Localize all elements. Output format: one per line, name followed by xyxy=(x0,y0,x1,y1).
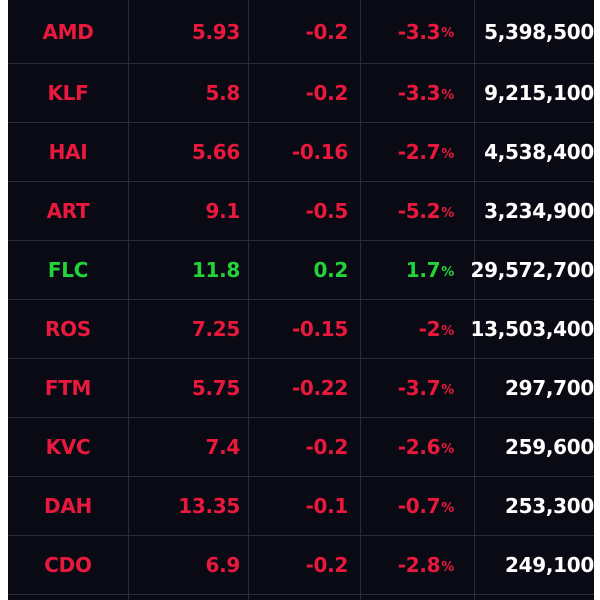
percent-value: 1.7 xyxy=(405,258,441,282)
column-divider xyxy=(474,0,475,600)
stock-symbol[interactable]: ROS xyxy=(45,317,91,341)
percent-sign: % xyxy=(441,205,454,221)
percent-sign: % xyxy=(441,264,454,280)
percent-sign: % xyxy=(441,146,454,162)
percent-value: -2.6 xyxy=(397,435,441,459)
percent-value: -3.7 xyxy=(397,376,441,400)
stock-price: 5.66 xyxy=(191,140,240,164)
trade-volume: 29,572,700 xyxy=(470,258,594,282)
price-change: -0.2 xyxy=(305,19,348,44)
percent-sign: % xyxy=(441,87,454,103)
stock-row[interactable]: ART 9.1 -0.5 -5.2% 3,234,900 xyxy=(8,182,594,241)
stock-price: 5.93 xyxy=(191,19,240,44)
percent-sign: % xyxy=(441,323,454,339)
stock-price: 5.8 xyxy=(205,81,240,105)
stock-symbol[interactable]: CDO xyxy=(44,553,92,577)
price-change: 0.2 xyxy=(313,258,348,282)
percent-change: -3.7% xyxy=(348,359,455,417)
trade-volume: 253,300 xyxy=(505,494,594,518)
percent-value: -5.2 xyxy=(397,199,441,223)
trade-volume: 297,700 xyxy=(505,376,594,400)
stock-row[interactable]: CDO 6.9 -0.2 -2.8% 249,100 xyxy=(8,536,594,595)
trade-volume: 3,234,900 xyxy=(484,199,594,223)
percent-sign: % xyxy=(441,382,454,398)
percent-value: -3.3 xyxy=(397,81,441,105)
price-change: -0.22 xyxy=(291,376,348,400)
stock-symbol[interactable]: ART xyxy=(46,199,90,223)
percent-sign: % xyxy=(441,441,454,457)
stock-price: 13.35 xyxy=(178,494,240,518)
stock-row[interactable]: AMD 5.93 -0.2 -3.3% 5,398,500 xyxy=(8,0,594,64)
trade-volume: 259,600 xyxy=(505,435,594,459)
price-change: -0.2 xyxy=(305,435,348,459)
stock-price: 5.75 xyxy=(191,376,240,400)
trade-volume: 4,538,400 xyxy=(484,140,594,164)
stock-list: AMD 5.93 -0.2 -3.3% 5,398,500 KLF 5.8 -0.2 -3.3%… xyxy=(8,0,594,595)
percent-sign: % xyxy=(441,559,454,575)
price-change: -0.2 xyxy=(305,81,348,105)
percent-change: -2.6% xyxy=(348,418,455,476)
percent-value: -2 xyxy=(418,317,441,341)
percent-change: -2% xyxy=(348,300,455,358)
column-divider xyxy=(248,0,249,600)
percent-sign: % xyxy=(441,500,454,516)
stock-row[interactable]: DAH 13.35 -0.1 -0.7% 253,300 xyxy=(8,477,594,536)
stock-symbol[interactable]: KVC xyxy=(45,435,91,459)
price-change: -0.16 xyxy=(291,140,348,164)
stock-price: 11.8 xyxy=(191,258,240,282)
stock-row[interactable]: HAI 5.66 -0.16 -2.7% 4,538,400 xyxy=(8,123,594,182)
percent-change: -0.7% xyxy=(348,477,455,535)
stock-price: 7.25 xyxy=(191,317,240,341)
percent-value: -3.3 xyxy=(397,19,441,44)
stock-price: 7.4 xyxy=(205,435,240,459)
column-divider xyxy=(360,0,361,600)
stock-symbol[interactable]: KLF xyxy=(47,81,89,105)
percent-change: -3.3% xyxy=(348,0,455,63)
trade-volume: 13,503,400 xyxy=(470,317,594,341)
percent-value: -2.8 xyxy=(397,553,441,577)
price-change: -0.1 xyxy=(305,494,348,518)
stock-symbol[interactable]: DAH xyxy=(44,494,92,518)
trade-volume: 5,398,500 xyxy=(484,19,594,44)
trade-volume: 9,215,100 xyxy=(484,81,594,105)
stock-price: 6.9 xyxy=(205,553,240,577)
stock-price: 9.1 xyxy=(205,199,240,223)
percent-change: -3.3% xyxy=(348,64,455,122)
stock-row[interactable]: FTM 5.75 -0.22 -3.7% 297,700 xyxy=(8,359,594,418)
stock-row[interactable]: ROS 7.25 -0.15 -2% 13,503,400 xyxy=(8,300,594,359)
stock-symbol[interactable]: AMD xyxy=(42,19,94,44)
stock-row[interactable]: KVC 7.4 -0.2 -2.6% 259,600 xyxy=(8,418,594,477)
stock-symbol[interactable]: FTM xyxy=(44,376,92,400)
percent-change: -5.2% xyxy=(348,182,455,240)
price-change: -0.5 xyxy=(305,199,348,223)
price-change: -0.15 xyxy=(291,317,348,341)
stock-price-board: AMD 5.93 -0.2 -3.3% 5,398,500 KLF 5.8 -0.2 -3.3%… xyxy=(8,0,594,600)
percent-change: -2.8% xyxy=(348,536,455,594)
percent-sign: % xyxy=(441,26,454,41)
stock-symbol[interactable]: HAI xyxy=(48,140,88,164)
stock-row[interactable]: FLC 11.8 0.2 1.7% 29,572,700 xyxy=(8,241,594,300)
trade-volume: 249,100 xyxy=(505,553,594,577)
stock-row[interactable]: KLF 5.8 -0.2 -3.3% 9,215,100 xyxy=(8,64,594,123)
percent-change: 1.7% xyxy=(348,241,455,299)
stock-symbol[interactable]: FLC xyxy=(47,258,89,282)
price-change: -0.2 xyxy=(305,553,348,577)
column-divider xyxy=(128,0,129,600)
percent-value: -2.7 xyxy=(397,140,441,164)
percent-change: -2.7% xyxy=(348,123,455,181)
percent-value: -0.7 xyxy=(397,494,441,518)
